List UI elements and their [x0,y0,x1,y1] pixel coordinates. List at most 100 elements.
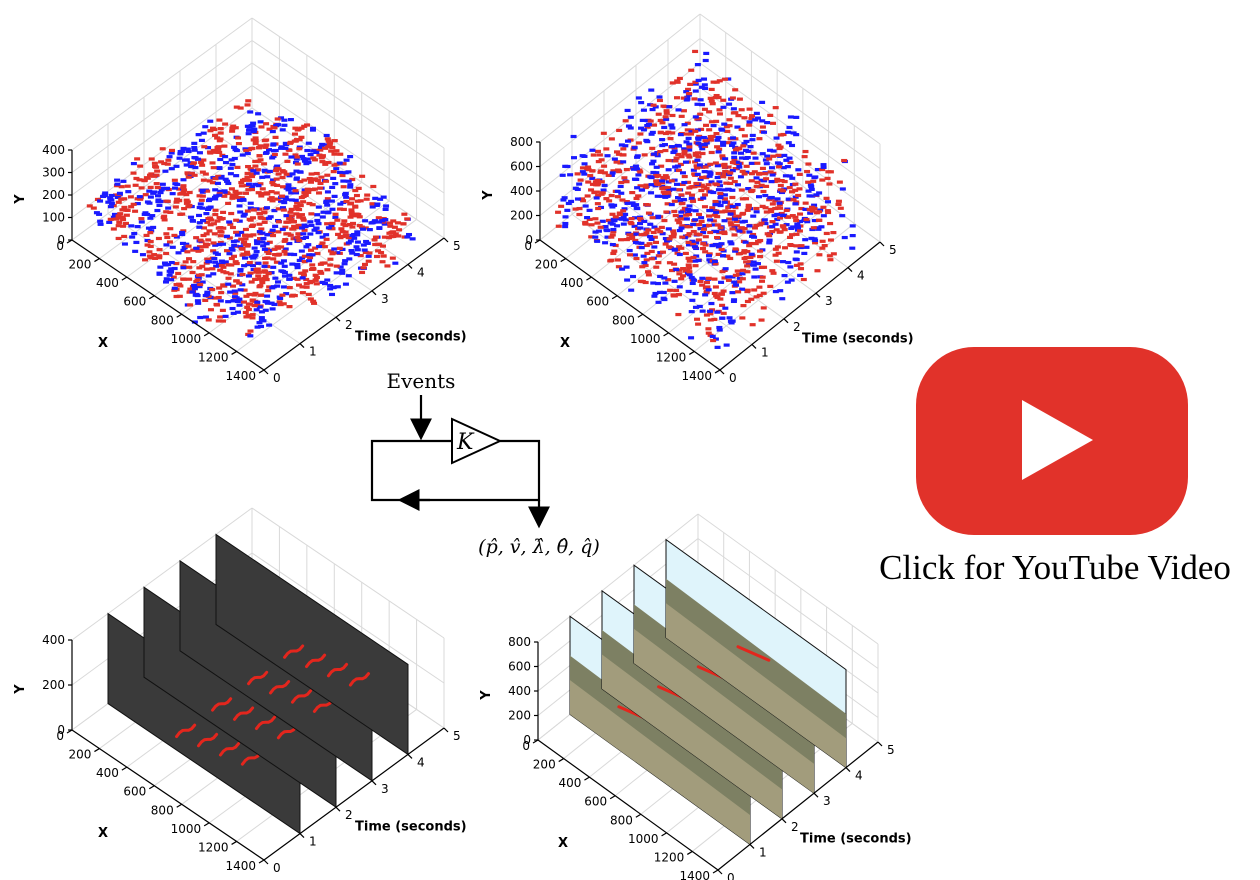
negative-event [334,251,341,255]
t-tick [751,343,757,349]
negative-event [730,136,737,140]
negative-event [263,242,270,246]
positive-event [212,212,219,217]
x-tick-label: 600 [123,295,146,309]
negative-event [374,202,381,206]
positive-event [296,207,303,212]
positive-event [673,96,680,100]
negative-event [749,138,756,142]
negative-event [180,178,187,182]
negative-event [226,252,233,256]
play-triangle-icon[interactable] [1022,400,1093,480]
negative-event [675,108,682,112]
positive-event [816,253,823,257]
positive-event [379,244,386,248]
negative-event [662,281,669,285]
positive-event [715,95,722,100]
negative-event [218,259,225,263]
positive-event [185,244,192,248]
positive-event [193,236,200,240]
positive-event [155,236,162,241]
positive-event [185,205,192,209]
positive-event [721,165,728,169]
negative-event [647,103,654,107]
positive-event [672,213,679,218]
negative-event [382,207,389,211]
positive-event [357,199,364,203]
positive-event [695,155,702,159]
negative-event [721,193,728,197]
positive-event [215,226,222,230]
grid-line [71,40,253,173]
positive-event [644,270,651,274]
positive-event [198,198,205,202]
negative-event [138,220,145,224]
positive-event [585,168,592,172]
positive-event [317,186,324,190]
negative-event [347,185,354,189]
positive-event [655,254,662,258]
negative-event [347,239,354,243]
negative-event [631,177,638,181]
youtube-caption[interactable]: Click for YouTube Video [879,548,1231,587]
positive-event [252,277,259,281]
positive-event [788,233,795,237]
positive-event [245,164,252,169]
youtube-play-icon[interactable] [916,347,1188,535]
negative-event [584,216,591,220]
negative-event [372,219,379,223]
positive-event [241,233,248,237]
negative-event [306,253,313,257]
negative-event [195,276,202,280]
positive-event [692,129,699,133]
positive-event [699,283,706,287]
positive-event [282,152,289,156]
negative-event [216,193,223,197]
positive-event [819,178,826,182]
negative-event [279,227,286,231]
positive-event [294,235,301,240]
positive-event [751,288,758,292]
positive-event [709,102,716,106]
positive-event [271,247,278,251]
x-tick [609,795,616,800]
positive-event [663,176,670,180]
negative-event [659,194,666,198]
positive-event [751,170,758,174]
positive-event [774,179,781,183]
grid-line [635,162,817,294]
positive-event [256,154,263,158]
positive-event [261,139,268,143]
negative-event [168,260,175,265]
negative-event [681,147,688,151]
negative-event [196,151,203,155]
positive-event [756,137,763,141]
negative-event [146,189,153,193]
t-tick-label: 3 [823,794,831,808]
positive-event [738,226,745,230]
negative-event [668,123,675,127]
positive-event [688,185,695,189]
negative-event [788,226,795,230]
positive-event [666,237,673,241]
positive-event [265,288,272,293]
negative-event [806,173,813,177]
positive-event [257,158,264,162]
negative-event [702,86,709,91]
negative-event [286,277,293,281]
negative-event [692,305,699,309]
negative-event [258,318,265,322]
negative-event [779,297,786,301]
positive-event [287,141,294,145]
positive-event [181,188,188,192]
t-tick-label: 1 [309,345,317,359]
t-tick-label: 1 [759,845,767,859]
positive-event [729,160,736,165]
negative-event [278,199,285,203]
positive-event [753,184,760,188]
t-tick [783,318,789,324]
negative-event [278,261,285,265]
negative-event [600,188,607,192]
x-tick-label: 600 [586,295,609,309]
negative-event [759,100,766,104]
